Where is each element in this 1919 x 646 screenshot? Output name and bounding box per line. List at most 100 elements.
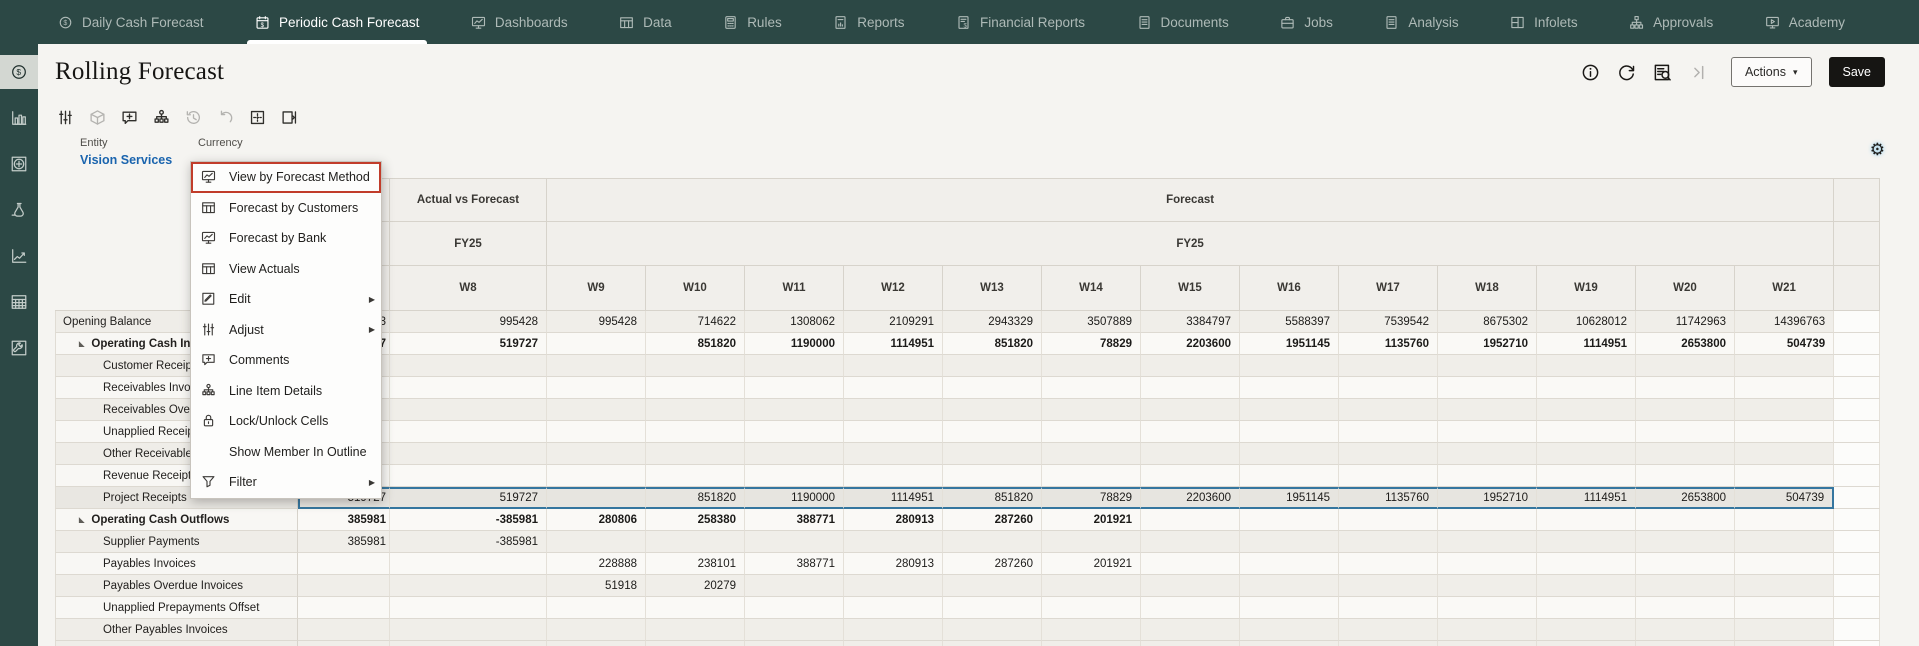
grid-cell[interactable] <box>844 443 943 465</box>
grid-cell[interactable] <box>1042 355 1141 377</box>
tab-financial-reports[interactable]: Financial Reports <box>946 0 1095 44</box>
menu-item-comments[interactable]: Comments <box>191 345 381 376</box>
grid-cell[interactable] <box>1240 531 1339 553</box>
grid-cell[interactable]: 2943329 <box>943 311 1042 333</box>
grid-cell[interactable] <box>1141 509 1240 531</box>
tab-jobs[interactable]: Jobs <box>1270 0 1343 44</box>
grid-cell[interactable]: 8675302 <box>1438 311 1537 333</box>
grid-cell[interactable]: 504739 <box>1735 487 1835 509</box>
grid-cell[interactable] <box>943 421 1042 443</box>
grid-cell[interactable] <box>844 641 943 646</box>
grid-cell[interactable] <box>1141 377 1240 399</box>
grid-cell[interactable] <box>745 355 844 377</box>
row-label[interactable] <box>55 641 298 646</box>
tab-analysis[interactable]: Analysis <box>1374 0 1468 44</box>
sidebar-item-data-grid[interactable] <box>0 285 38 319</box>
grid-cell[interactable] <box>646 597 745 619</box>
twisty-expanded-icon[interactable]: ◣ <box>79 516 85 524</box>
grid-cell[interactable] <box>844 421 943 443</box>
column-header-w9[interactable]: W9 <box>547 266 646 311</box>
grid-cell[interactable] <box>1636 355 1735 377</box>
row-label-operating-cash-outflows[interactable]: ◣ Operating Cash Outflows <box>55 509 298 531</box>
grid-cell[interactable]: 280806 <box>547 509 646 531</box>
grid-cell[interactable] <box>547 641 646 646</box>
grid-cell[interactable] <box>1042 641 1141 646</box>
grid-cell[interactable]: 2203600 <box>1141 487 1240 509</box>
grid-cell[interactable]: 1952710 <box>1438 333 1537 355</box>
grid-cell[interactable] <box>298 553 390 575</box>
grid-cell[interactable] <box>646 355 745 377</box>
grid-cell[interactable] <box>943 355 1042 377</box>
tab-documents[interactable]: Documents <box>1127 0 1239 44</box>
grid-cell[interactable]: 1308062 <box>745 311 844 333</box>
grid-cell[interactable] <box>646 641 745 646</box>
save-button[interactable]: Save <box>1828 57 1885 87</box>
column-header-w12[interactable]: W12 <box>844 266 943 311</box>
grid-cell[interactable] <box>1636 553 1735 575</box>
grid-cell[interactable] <box>943 399 1042 421</box>
grid-cell[interactable] <box>1042 619 1141 641</box>
grid-cell[interactable] <box>547 377 646 399</box>
grid-cell[interactable] <box>745 443 844 465</box>
grid-cell[interactable] <box>1042 597 1141 619</box>
grid-cell[interactable] <box>646 619 745 641</box>
grid-cell[interactable] <box>1042 421 1141 443</box>
grid-cell[interactable] <box>1141 443 1240 465</box>
grid-cell[interactable]: 851820 <box>646 333 745 355</box>
grid-cell[interactable] <box>646 421 745 443</box>
tab-periodic-cash-forecast[interactable]: Periodic Cash Forecast <box>245 0 429 44</box>
grid-cell[interactable] <box>1339 377 1438 399</box>
grid-cell[interactable] <box>390 421 547 443</box>
grid-cell[interactable] <box>1042 465 1141 487</box>
grid-cell[interactable] <box>1141 575 1240 597</box>
menu-item-filter[interactable]: Filter ▶ <box>191 467 381 498</box>
grid-cell[interactable] <box>1636 641 1735 646</box>
grid-cell[interactable] <box>1141 355 1240 377</box>
actions-button[interactable]: Actions ▾ <box>1730 57 1812 87</box>
grid-cell[interactable] <box>1735 509 1835 531</box>
grid-cell[interactable] <box>1438 619 1537 641</box>
grid-cell[interactable] <box>1735 355 1835 377</box>
grid-cell[interactable] <box>745 619 844 641</box>
grid-cell[interactable]: 14396763 <box>1735 311 1835 333</box>
grid-cell[interactable]: 78829 <box>1042 487 1141 509</box>
grid-cell[interactable]: 7539542 <box>1339 311 1438 333</box>
grid-cell[interactable] <box>1636 509 1735 531</box>
column-header-w13[interactable]: W13 <box>943 266 1042 311</box>
grid-cell[interactable] <box>547 421 646 443</box>
grid-cell[interactable]: -385981 <box>390 509 547 531</box>
grid-cell[interactable]: 10628012 <box>1537 311 1636 333</box>
grid-cell[interactable] <box>1735 575 1835 597</box>
comment-button[interactable] <box>117 105 142 130</box>
grid-cell[interactable]: 1114951 <box>1537 333 1636 355</box>
grid-cell[interactable]: 1114951 <box>844 487 943 509</box>
grid-cell[interactable] <box>1141 465 1240 487</box>
row-label-supplier-payments[interactable]: Supplier Payments <box>55 531 298 553</box>
tab-dashboards[interactable]: Dashboards <box>461 0 578 44</box>
grid-cell[interactable] <box>1339 641 1438 646</box>
grid-cell[interactable]: 258380 <box>646 509 745 531</box>
grid-cell[interactable]: 385981 <box>298 531 390 553</box>
grid-cell[interactable] <box>745 421 844 443</box>
grid-cell[interactable] <box>1042 377 1141 399</box>
grid-cell[interactable] <box>547 619 646 641</box>
grid-cell[interactable] <box>745 399 844 421</box>
grid-cell[interactable] <box>1537 443 1636 465</box>
grid-cell[interactable] <box>547 465 646 487</box>
grid-cell[interactable]: 238101 <box>646 553 745 575</box>
grid-cell[interactable] <box>1438 553 1537 575</box>
grid-cell[interactable] <box>1339 399 1438 421</box>
grid-cell[interactable] <box>1042 399 1141 421</box>
grid-cell[interactable] <box>390 619 547 641</box>
tab-academy[interactable]: Academy <box>1755 0 1855 44</box>
twisty-expanded-icon[interactable]: ◣ <box>79 340 85 348</box>
grid-cell[interactable]: 280913 <box>844 509 943 531</box>
grid-cell[interactable] <box>1141 619 1240 641</box>
grid-cell[interactable]: 388771 <box>745 509 844 531</box>
grid-cell[interactable] <box>1636 575 1735 597</box>
menu-item-forecast-by-customers[interactable]: Forecast by Customers <box>191 193 381 224</box>
menu-item-forecast-by-bank[interactable]: Forecast by Bank <box>191 223 381 254</box>
grid-cell[interactable]: 385981 <box>298 509 390 531</box>
grid-cell[interactable]: 51918 <box>547 575 646 597</box>
grid-cell[interactable]: 287260 <box>943 553 1042 575</box>
